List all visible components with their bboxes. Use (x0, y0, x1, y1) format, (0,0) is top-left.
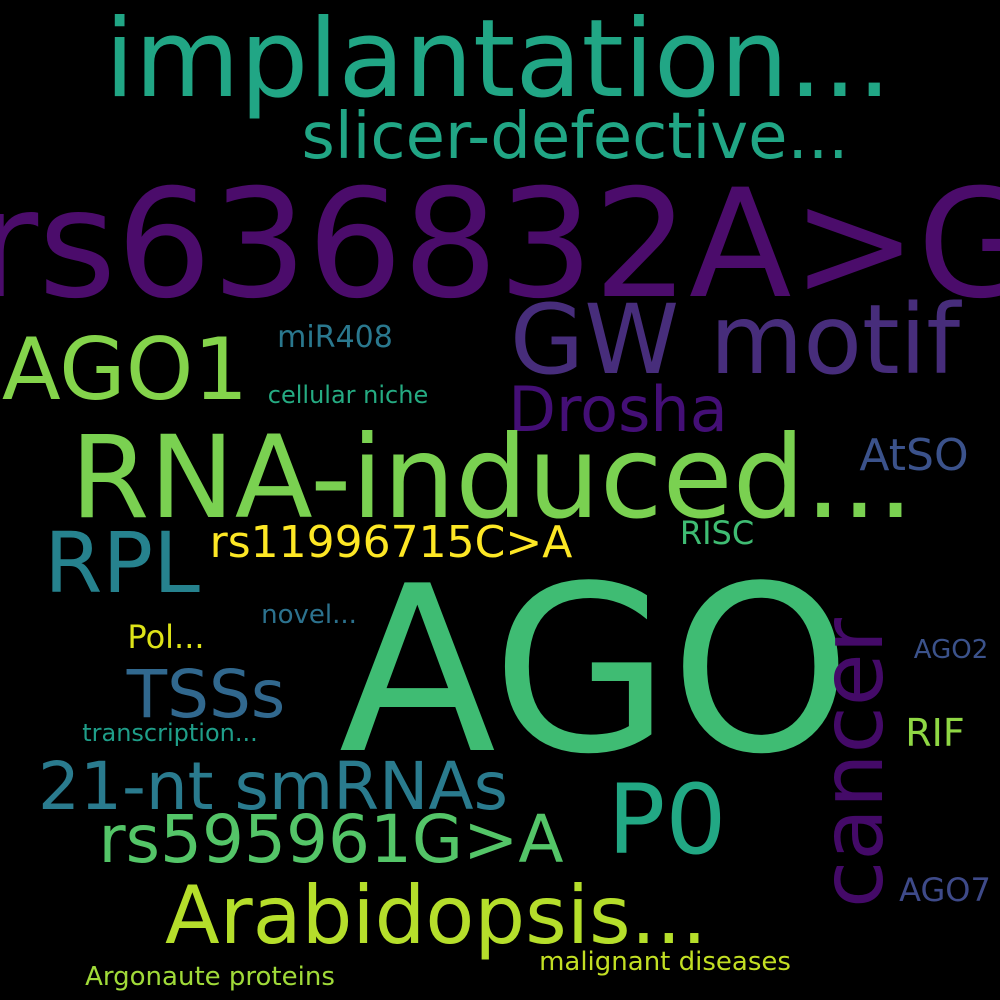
word-rs636832a-g: rs636832A>G (0, 158, 1000, 332)
word-transcription: transcription... (82, 719, 258, 747)
word-risc: RISC (679, 514, 755, 552)
word-atso: AtSO (859, 430, 969, 481)
word-rpl: RPL (44, 514, 200, 612)
word-tsss: TSSs (126, 656, 286, 733)
word-rif: RIF (905, 711, 965, 755)
word-ago: AGO (338, 538, 852, 805)
word-ago1: AGO1 (1, 320, 249, 420)
word-arabidopsis: Arabidopsis... (164, 869, 708, 962)
word-ago2: AGO2 (913, 635, 989, 665)
word-gw-motif: GW motif (509, 284, 961, 396)
word-slicer-defective: slicer-defective... (301, 100, 849, 174)
word-novel: novel... (261, 600, 357, 630)
word-rna-induced: RNA-induced... (70, 411, 914, 544)
word-ago7: AGO7 (899, 871, 991, 909)
word-cancer: cancer (803, 617, 903, 909)
word-drosha: Drosha (508, 373, 728, 446)
word-pol: Pol... (127, 618, 205, 656)
word-malignant-diseases: malignant diseases (539, 947, 791, 977)
word-21-nt-smrnas: 21-nt smRNAs (38, 748, 508, 825)
word-cellular-niche: cellular niche (267, 381, 429, 409)
word-mir408: miR408 (277, 320, 393, 355)
word-argonaute-proteins: Argonaute proteins (85, 962, 335, 992)
word-rs11996715c-a: rs11996715C>A (209, 517, 573, 568)
word-rs595961g-a: rs595961G>A (98, 801, 564, 878)
word-p0: P0 (607, 764, 727, 876)
word-implantation: implantation... (104, 0, 892, 122)
